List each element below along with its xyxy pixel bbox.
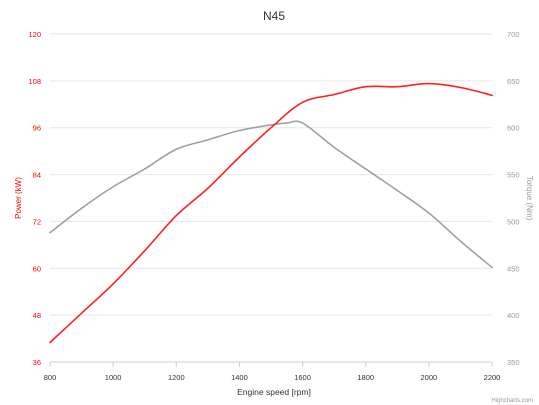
y-left-tick-label: 108	[28, 77, 41, 86]
x-tick-label: 1600	[294, 373, 311, 382]
axes: 36 48 60 72 84 96 108 120 350 400 450 500 550 600 650 7…	[28, 30, 519, 382]
x-tick-label: 1800	[357, 373, 374, 382]
y-left-tick-label: 48	[33, 311, 41, 320]
y-right-tick-label: 450	[507, 264, 520, 273]
y-left-axis-label: Power (kW)	[14, 177, 23, 219]
series-group	[49, 82, 493, 344]
y-right-tick-label: 350	[507, 358, 520, 367]
y-right-axis-label: Torque (Nm)	[525, 176, 534, 221]
x-tick-label: 1000	[105, 373, 122, 382]
y-left-tick-label: 84	[33, 171, 41, 180]
y-right-tick-label: 550	[507, 171, 520, 180]
x-tick-label: 1400	[231, 373, 248, 382]
y-left-tick-label: 96	[33, 124, 41, 133]
y-left-tick-label: 72	[33, 217, 41, 226]
power-series-line[interactable]	[49, 82, 493, 344]
x-axis-label: Engine speed [rpm]	[237, 387, 311, 397]
y-left-tick-label: 60	[33, 264, 41, 273]
torque-series-line[interactable]	[49, 120, 493, 269]
y-left-tick-label: 120	[28, 30, 41, 39]
y-right-tick-label: 400	[507, 311, 520, 320]
y-left-tick-label: 36	[33, 358, 41, 367]
x-tick-label: 2200	[484, 373, 501, 382]
x-tick-label: 1200	[168, 373, 185, 382]
y-right-tick-label: 650	[507, 77, 520, 86]
credit-link[interactable]: Highcharts.com	[491, 398, 533, 404]
x-tick-label: 2000	[421, 373, 438, 382]
y-right-tick-label: 600	[507, 124, 520, 133]
x-tick-label: 800	[44, 373, 57, 382]
y-right-tick-label: 500	[507, 217, 520, 226]
chart-title: N45	[263, 9, 285, 23]
y-right-tick-label: 700	[507, 30, 520, 39]
